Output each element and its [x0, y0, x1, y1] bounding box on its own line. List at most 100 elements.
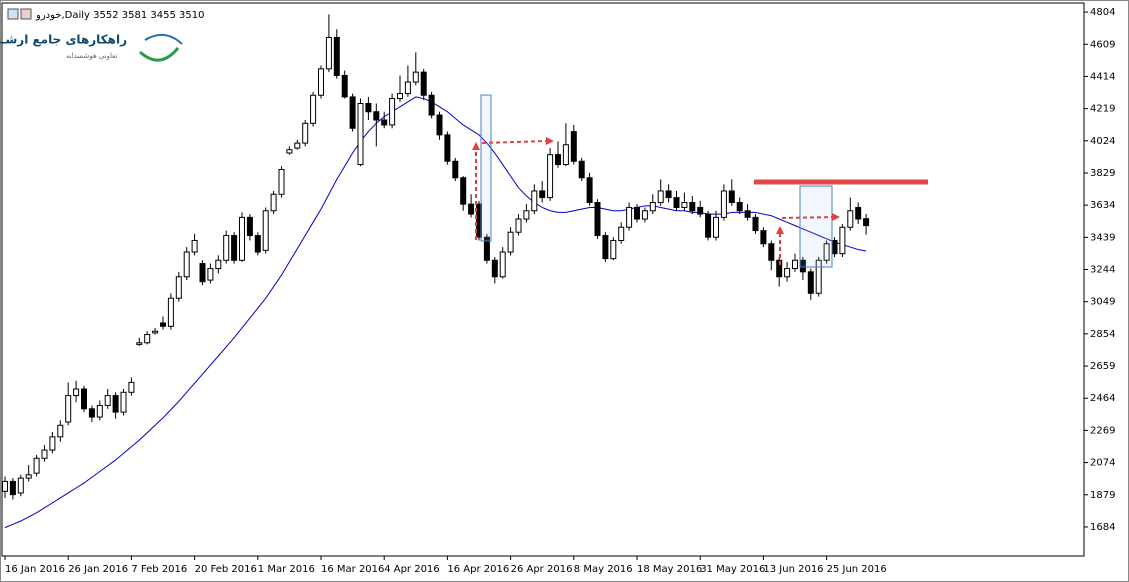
y-tick-label: 1879 — [1090, 490, 1115, 501]
candle-body — [412, 71, 419, 83]
candle-body — [436, 114, 443, 136]
x-tick-label: 26 Jan 2016 — [68, 564, 128, 575]
candle-body — [562, 144, 569, 166]
candle-body — [483, 236, 490, 261]
candle-body — [175, 276, 182, 299]
candle-body — [286, 149, 293, 154]
candle-body — [634, 206, 640, 220]
candle-body — [720, 190, 727, 218]
candle-body — [254, 235, 261, 253]
y-tick-label: 4219 — [1090, 104, 1115, 115]
candle-body — [65, 395, 72, 423]
candle-body — [760, 230, 767, 245]
candle-body — [397, 93, 403, 100]
candle-body — [104, 395, 111, 406]
x-tick-label: 1 Mar 2016 — [258, 564, 315, 575]
candle-body — [578, 160, 585, 179]
candle-body — [657, 190, 664, 204]
candle-body — [823, 243, 830, 261]
candle-body — [136, 342, 143, 345]
candle-body — [112, 395, 119, 413]
candle-body — [239, 216, 245, 261]
candle-body — [215, 259, 222, 270]
candle-body — [507, 231, 514, 253]
y-tick-label: 4804 — [1090, 7, 1115, 18]
x-tick-label: 25 Jun 2016 — [827, 564, 887, 575]
candle-body — [318, 68, 324, 96]
candle-body — [736, 202, 743, 212]
candle-body — [555, 154, 561, 166]
chart-title: خودرو,Daily 3552 3581 3455 3510 — [35, 10, 204, 21]
candle-body — [310, 94, 317, 124]
candle-body — [618, 226, 625, 241]
title-icon — [7, 8, 32, 20]
y-tick-label: 3829 — [1090, 168, 1115, 179]
candle-body — [81, 388, 87, 410]
candle-body — [420, 71, 427, 96]
candle-body — [705, 213, 712, 238]
candle-body — [499, 251, 506, 278]
candle-body — [191, 239, 198, 253]
candle-body — [523, 210, 530, 220]
candle-body — [460, 177, 467, 205]
candle-body — [815, 259, 822, 294]
x-tick-label: 16 Jan 2016 — [5, 564, 65, 575]
candle-body — [689, 202, 696, 212]
candle-body — [41, 449, 48, 459]
candle-body — [404, 81, 411, 95]
candle-body — [231, 235, 238, 261]
candle-body — [294, 142, 301, 149]
candle-body — [349, 96, 356, 129]
candle-body — [246, 216, 253, 237]
x-tick-label: 16 Mar 2016 — [321, 564, 384, 575]
candle-body — [744, 210, 751, 218]
candle-body — [539, 190, 546, 199]
candle-body — [610, 239, 617, 260]
candle-body — [152, 330, 159, 334]
candle-body — [515, 218, 522, 233]
candle-body — [9, 480, 16, 496]
candle-body — [626, 206, 633, 228]
candle-body — [452, 160, 459, 179]
candle-body — [681, 202, 688, 208]
x-tick-label: 8 May 2016 — [574, 564, 633, 575]
candle-body — [302, 122, 309, 144]
candle-body — [49, 436, 56, 451]
y-tick-label: 2074 — [1090, 458, 1115, 469]
candle-body — [586, 177, 593, 204]
candle-body — [262, 210, 269, 251]
candle-body — [73, 388, 80, 397]
candle-body — [389, 98, 396, 126]
candle-body — [428, 94, 435, 116]
y-tick-label: 4609 — [1090, 39, 1115, 50]
candle-body — [784, 268, 791, 278]
candle-body — [444, 134, 451, 162]
candle-body — [365, 103, 372, 113]
candle-body — [373, 111, 380, 121]
candle-body — [807, 271, 814, 294]
candle-body — [33, 457, 40, 474]
watermark-logo — [138, 33, 183, 62]
y-tick-label: 3634 — [1090, 200, 1115, 211]
plot-area — [1, 2, 1085, 557]
candle-body — [144, 334, 151, 344]
candle-body — [88, 408, 95, 418]
candle-body — [167, 297, 174, 327]
candle-body — [665, 190, 672, 199]
candle-body — [325, 36, 332, 70]
candle-body — [207, 268, 214, 281]
candle-body — [594, 202, 601, 237]
candle-body — [96, 404, 103, 418]
candle-body — [57, 424, 64, 438]
watermark-tagline: تعاونی هوشمندانه — [66, 52, 118, 60]
candle-body — [468, 203, 475, 215]
candle-body — [752, 216, 759, 232]
x-tick-label: 4 Apr 2016 — [384, 564, 439, 575]
candle-body — [649, 202, 656, 212]
x-tick-label: 18 May 2016 — [637, 564, 702, 575]
annotations — [472, 94, 928, 268]
candle-body — [768, 243, 775, 261]
x-tick-label: 13 Jun 2016 — [763, 564, 823, 575]
candle-body — [128, 381, 135, 393]
